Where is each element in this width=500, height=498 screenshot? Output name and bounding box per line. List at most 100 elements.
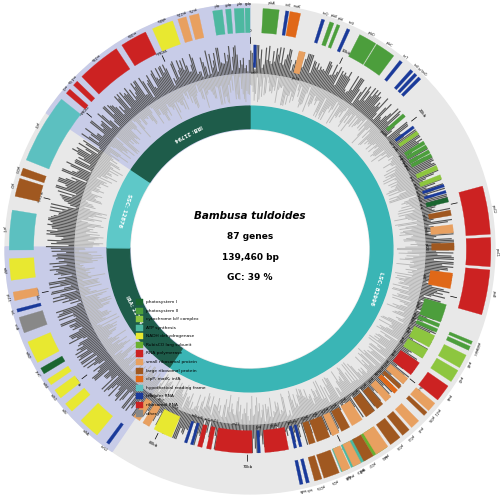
- Wedge shape: [94, 167, 112, 177]
- Wedge shape: [296, 403, 302, 417]
- Wedge shape: [146, 75, 160, 99]
- Wedge shape: [298, 406, 303, 417]
- Wedge shape: [337, 98, 340, 103]
- Wedge shape: [196, 82, 200, 92]
- Text: rps11: rps11: [380, 359, 388, 368]
- Text: 120kb: 120kb: [76, 103, 88, 116]
- Wedge shape: [314, 403, 318, 411]
- Wedge shape: [424, 275, 452, 281]
- Wedge shape: [338, 378, 349, 394]
- Wedge shape: [416, 183, 443, 193]
- Wedge shape: [76, 229, 90, 231]
- Text: rps12b: rps12b: [174, 9, 186, 15]
- Wedge shape: [332, 407, 349, 431]
- Wedge shape: [152, 103, 162, 115]
- Wedge shape: [104, 151, 112, 158]
- Wedge shape: [69, 330, 95, 344]
- Wedge shape: [380, 114, 400, 132]
- Wedge shape: [412, 315, 420, 319]
- Wedge shape: [257, 74, 260, 102]
- Wedge shape: [89, 178, 108, 187]
- Wedge shape: [202, 80, 207, 95]
- Wedge shape: [97, 162, 110, 170]
- Wedge shape: [347, 364, 364, 383]
- Wedge shape: [324, 75, 332, 90]
- Wedge shape: [412, 227, 424, 230]
- Wedge shape: [295, 460, 303, 485]
- Wedge shape: [245, 8, 250, 33]
- Wedge shape: [426, 238, 452, 241]
- Wedge shape: [119, 127, 122, 129]
- Wedge shape: [120, 357, 132, 368]
- Wedge shape: [91, 154, 100, 159]
- Wedge shape: [418, 188, 445, 197]
- Wedge shape: [117, 374, 128, 385]
- Wedge shape: [56, 242, 74, 244]
- Wedge shape: [386, 114, 406, 131]
- Wedge shape: [82, 199, 86, 201]
- Wedge shape: [82, 196, 101, 203]
- Wedge shape: [285, 78, 292, 105]
- Wedge shape: [398, 311, 412, 317]
- Wedge shape: [405, 156, 425, 168]
- Wedge shape: [48, 240, 74, 242]
- Wedge shape: [74, 160, 94, 170]
- Wedge shape: [166, 406, 172, 416]
- Text: rps8: rps8: [416, 425, 423, 432]
- Wedge shape: [406, 237, 425, 239]
- Wedge shape: [364, 120, 370, 127]
- Wedge shape: [213, 53, 218, 77]
- Wedge shape: [421, 206, 436, 211]
- Wedge shape: [164, 404, 169, 412]
- Wedge shape: [324, 408, 328, 417]
- Wedge shape: [172, 92, 177, 102]
- Wedge shape: [112, 373, 126, 388]
- Wedge shape: [382, 364, 404, 384]
- Text: trnW: trnW: [414, 190, 420, 198]
- Wedge shape: [76, 273, 88, 276]
- Wedge shape: [202, 419, 209, 443]
- Wedge shape: [378, 369, 395, 384]
- Wedge shape: [348, 35, 376, 65]
- Wedge shape: [424, 226, 448, 230]
- Wedge shape: [348, 112, 360, 127]
- Wedge shape: [104, 337, 120, 348]
- Wedge shape: [171, 409, 179, 424]
- Wedge shape: [61, 249, 74, 250]
- Wedge shape: [108, 375, 128, 396]
- Text: RNA polymerase: RNA polymerase: [146, 352, 182, 356]
- Wedge shape: [60, 290, 80, 296]
- Wedge shape: [183, 396, 190, 412]
- Wedge shape: [361, 95, 377, 114]
- Wedge shape: [349, 89, 360, 105]
- Wedge shape: [410, 319, 428, 327]
- Wedge shape: [78, 157, 96, 167]
- Wedge shape: [125, 352, 146, 373]
- Wedge shape: [388, 151, 396, 158]
- Wedge shape: [83, 194, 95, 198]
- Wedge shape: [94, 316, 120, 330]
- Text: 50kb: 50kb: [415, 381, 424, 392]
- Wedge shape: [121, 129, 137, 144]
- Wedge shape: [364, 130, 380, 144]
- Wedge shape: [224, 423, 226, 438]
- Wedge shape: [396, 177, 410, 184]
- Wedge shape: [308, 396, 316, 412]
- Wedge shape: [232, 424, 234, 443]
- Text: 10kb: 10kb: [340, 48, 350, 56]
- Text: trnK: trnK: [285, 2, 292, 7]
- Wedge shape: [64, 285, 78, 289]
- Bar: [136, 385, 143, 391]
- Wedge shape: [253, 424, 254, 439]
- Wedge shape: [77, 273, 105, 279]
- Wedge shape: [176, 80, 180, 88]
- Wedge shape: [142, 110, 148, 117]
- Wedge shape: [175, 412, 186, 439]
- Wedge shape: [168, 93, 182, 119]
- Wedge shape: [340, 106, 352, 123]
- Wedge shape: [386, 360, 404, 376]
- Wedge shape: [82, 293, 102, 300]
- Wedge shape: [380, 316, 406, 330]
- Wedge shape: [130, 83, 148, 107]
- Wedge shape: [116, 354, 128, 364]
